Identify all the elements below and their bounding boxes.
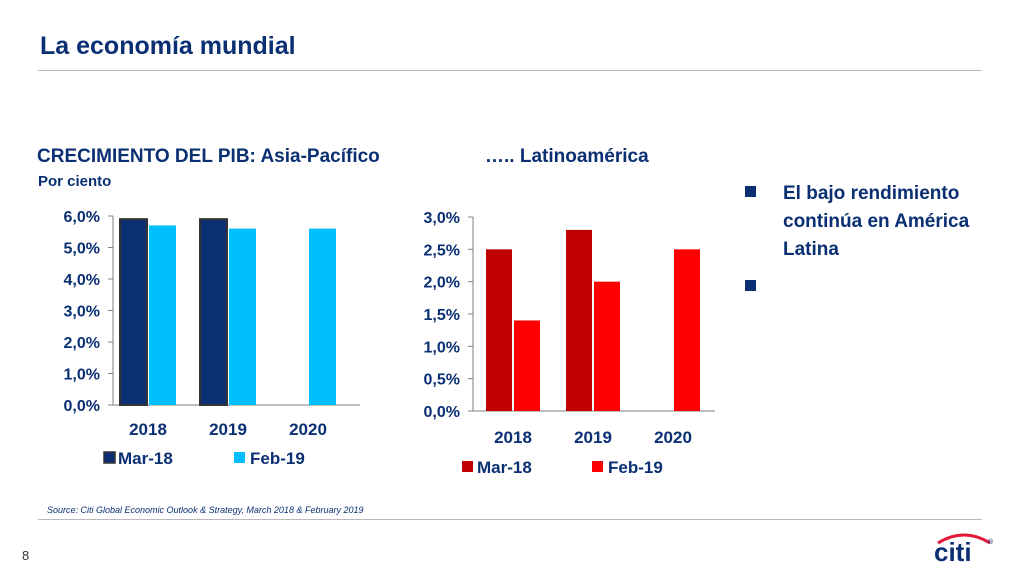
logo-mark: ® bbox=[988, 538, 994, 546]
footer-divider bbox=[38, 519, 982, 520]
page-number: 8 bbox=[22, 548, 30, 563]
slide-title: La economía mundial bbox=[40, 32, 296, 60]
y-tick-label: 0,0% bbox=[64, 398, 100, 415]
bar-feb-19-2020 bbox=[674, 249, 700, 411]
legend-label: Feb-19 bbox=[250, 449, 305, 468]
legend-label: Mar-18 bbox=[477, 458, 532, 477]
bar-feb-19-2020 bbox=[309, 228, 336, 405]
logo-text: citi bbox=[934, 537, 972, 566]
y-tick-label: 1,0% bbox=[64, 367, 100, 384]
legend-label: Feb-19 bbox=[608, 458, 663, 477]
bar-feb-19-2019 bbox=[594, 281, 620, 411]
y-tick-label: 0,0% bbox=[424, 404, 460, 421]
bullet-text: El bajo rendimiento continúa en América … bbox=[783, 183, 970, 260]
bullet-list: El bajo rendimiento continúa en América … bbox=[745, 180, 975, 301]
legend-swatch bbox=[462, 461, 473, 472]
citi-logo: citi ® bbox=[934, 533, 994, 566]
y-tick-label: 3,0% bbox=[64, 304, 100, 321]
y-tick-label: 4,0% bbox=[64, 272, 100, 289]
bar-mar-18-2018 bbox=[486, 249, 512, 411]
y-tick-label: 6,0% bbox=[64, 209, 100, 226]
y-tick-label: 2,0% bbox=[424, 275, 460, 292]
x-tick-label: 2020 bbox=[654, 428, 692, 447]
legend-swatch bbox=[103, 451, 116, 464]
bar-feb-19-2019 bbox=[229, 228, 256, 405]
asia-gdp-chart: 0,0% 1,0% 2,0% 3,0% 4,0% 5,0% 6,0% 2018 2019 2020… bbox=[64, 209, 360, 468]
bullet-item: El bajo rendimiento continúa en América … bbox=[745, 180, 975, 264]
bar-feb-19-2018 bbox=[149, 225, 176, 405]
x-tick-label: 2019 bbox=[574, 428, 612, 447]
y-tick-label: 3,0% bbox=[424, 210, 460, 227]
latam-gdp-chart: 0,0% 0,5% 1,0% 1,5% 2,0% 2,5% 3,0% 2018 2019 2020… bbox=[424, 210, 715, 477]
y-tick-label: 2,5% bbox=[424, 242, 460, 259]
legend-swatch bbox=[592, 461, 603, 472]
chart-title-latam: ….. Latinoamérica bbox=[485, 146, 649, 167]
bullet-item-empty bbox=[745, 274, 975, 291]
x-tick-label: 2019 bbox=[209, 420, 247, 439]
bar-mar-18-2018 bbox=[119, 218, 148, 406]
legend-swatch bbox=[234, 452, 245, 463]
chart-title-asia: CRECIMIENTO DEL PIB: Asia-Pacífico bbox=[37, 146, 380, 167]
y-tick-label: 1,0% bbox=[424, 339, 460, 356]
title-divider bbox=[38, 70, 982, 71]
y-tick-label: 0,5% bbox=[424, 372, 460, 389]
x-tick-label: 2018 bbox=[129, 420, 167, 439]
y-tick-label: 5,0% bbox=[64, 241, 100, 258]
y-tick-label: 2,0% bbox=[64, 335, 100, 352]
bullet-square-icon bbox=[745, 280, 756, 291]
x-tick-label: 2020 bbox=[289, 420, 327, 439]
legend-label: Mar-18 bbox=[118, 449, 173, 468]
bullet-square-icon bbox=[745, 186, 756, 197]
bar-mar-18-2019 bbox=[566, 229, 592, 411]
chart-subtitle-units: Por ciento bbox=[38, 173, 112, 190]
bar-mar-18-2019 bbox=[199, 218, 228, 406]
source-note: Source: Citi Global Economic Outlook & S… bbox=[47, 505, 364, 515]
y-tick-label: 1,5% bbox=[424, 307, 460, 324]
bar-feb-19-2018 bbox=[514, 320, 540, 411]
x-tick-label: 2018 bbox=[494, 428, 532, 447]
